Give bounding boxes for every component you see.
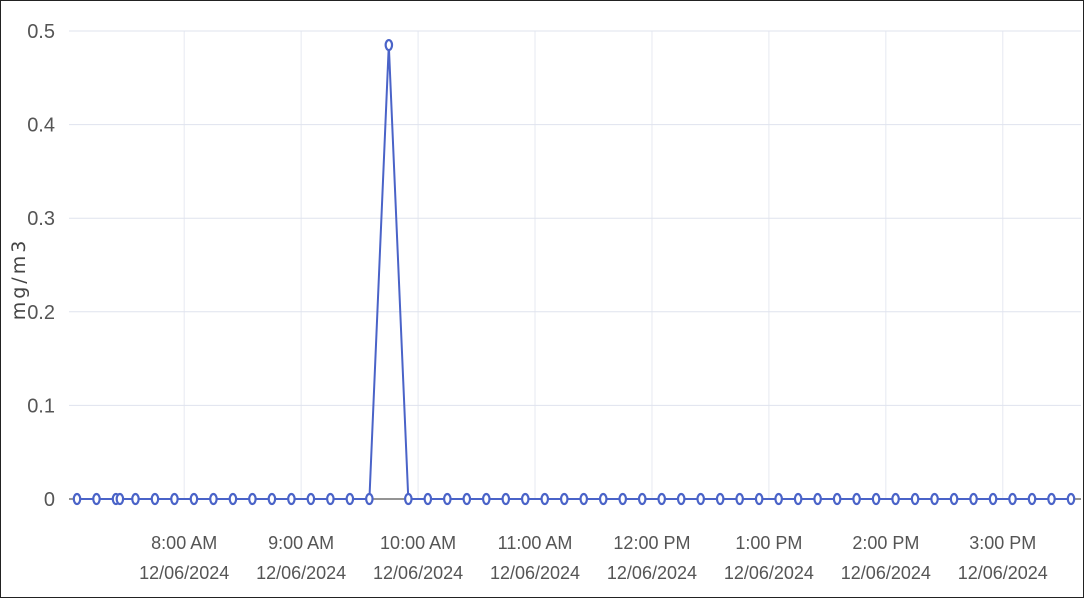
data-point[interactable]: [443, 492, 452, 506]
y-tick-label: 0: [44, 489, 55, 511]
data-point[interactable]: [696, 492, 705, 506]
data-point[interactable]: [871, 492, 881, 506]
data-point[interactable]: [384, 38, 394, 52]
data-point[interactable]: [345, 492, 355, 506]
x-tick-time: 1:00 PM: [735, 533, 802, 553]
x-tick-time: 8:00 AM: [151, 533, 217, 553]
data-point[interactable]: [1027, 492, 1037, 506]
y-tick-label: 0.1: [27, 395, 55, 417]
y-tick-label: 0.4: [27, 115, 55, 137]
x-tick-date: 12/06/2024: [958, 563, 1048, 583]
data-point[interactable]: [988, 492, 998, 506]
data-point[interactable]: [287, 492, 296, 506]
x-tick-date: 12/06/2024: [256, 563, 346, 583]
y-tick-label: 0.5: [27, 21, 55, 43]
series-line: [77, 44, 1071, 500]
data-point[interactable]: [540, 492, 550, 506]
data-point[interactable]: [559, 492, 569, 506]
x-tick-time: 3:00 PM: [969, 533, 1036, 553]
data-point[interactable]: [735, 492, 744, 506]
data-point[interactable]: [891, 492, 900, 506]
y-axis-ticks: 0 0.1 0.2 0.3 0.4 0.5: [27, 21, 55, 511]
data-point[interactable]: [170, 492, 179, 506]
x-tick-date: 12/06/2024: [841, 563, 931, 583]
vertical-gridlines: [183, 31, 1004, 499]
data-point[interactable]: [501, 492, 511, 506]
data-point[interactable]: [637, 492, 647, 506]
x-tick-date: 12/06/2024: [724, 563, 814, 583]
data-point[interactable]: [774, 492, 783, 506]
data-point[interactable]: [852, 492, 861, 506]
data-point[interactable]: [92, 492, 101, 506]
x-tick-time: 2:00 PM: [852, 533, 919, 553]
x-tick-date: 12/06/2024: [373, 563, 463, 583]
data-point[interactable]: [72, 492, 82, 506]
data-point[interactable]: [326, 492, 335, 506]
data-point[interactable]: [423, 492, 433, 506]
x-tick-date: 12/06/2024: [607, 563, 697, 583]
data-point[interactable]: [115, 492, 125, 506]
data-point[interactable]: [150, 492, 160, 506]
data-point[interactable]: [131, 492, 140, 506]
x-tick-date: 12/06/2024: [139, 563, 229, 583]
data-point[interactable]: [813, 492, 822, 506]
data-point[interactable]: [365, 492, 374, 506]
data-point[interactable]: [657, 492, 667, 506]
data-point[interactable]: [969, 492, 978, 506]
data-point[interactable]: [949, 492, 959, 506]
data-point[interactable]: [267, 492, 277, 506]
x-tick-time: 9:00 AM: [268, 533, 334, 553]
data-point[interactable]: [930, 492, 939, 506]
series-group: [72, 38, 1076, 506]
x-tick-time: 10:00 AM: [380, 533, 456, 553]
data-point[interactable]: [598, 492, 608, 506]
y-axis-label: mg/m3: [8, 238, 30, 321]
data-point[interactable]: [579, 492, 589, 506]
y-tick-label: 0.2: [27, 302, 55, 324]
horizontal-gridlines: [69, 30, 1081, 500]
data-point[interactable]: [1008, 492, 1017, 506]
x-tick-time: 12:00 PM: [613, 533, 690, 553]
data-point[interactable]: [209, 492, 218, 506]
data-point[interactable]: [228, 492, 238, 506]
data-point[interactable]: [676, 492, 686, 506]
data-point[interactable]: [189, 492, 199, 506]
data-point[interactable]: [832, 492, 842, 506]
data-point[interactable]: [481, 492, 491, 506]
data-point[interactable]: [248, 492, 257, 506]
data-point[interactable]: [462, 492, 472, 506]
data-point[interactable]: [793, 492, 803, 506]
data-point[interactable]: [754, 492, 764, 506]
y-tick-label: 0.3: [27, 208, 55, 230]
data-point[interactable]: [618, 492, 628, 506]
data-point[interactable]: [910, 492, 920, 506]
data-point[interactable]: [520, 492, 530, 506]
x-tick-time: 11:00 AM: [498, 533, 573, 553]
data-point[interactable]: [1047, 492, 1056, 506]
data-point[interactable]: [715, 492, 725, 506]
data-point[interactable]: [404, 492, 413, 506]
x-axis-ticks: 8:00 AM 12/06/2024 9:00 AM 12/06/2024 10:00 …: [139, 533, 1048, 583]
x-tick-date: 12/06/2024: [490, 563, 580, 583]
data-point[interactable]: [1066, 492, 1076, 506]
data-point[interactable]: [306, 492, 316, 506]
